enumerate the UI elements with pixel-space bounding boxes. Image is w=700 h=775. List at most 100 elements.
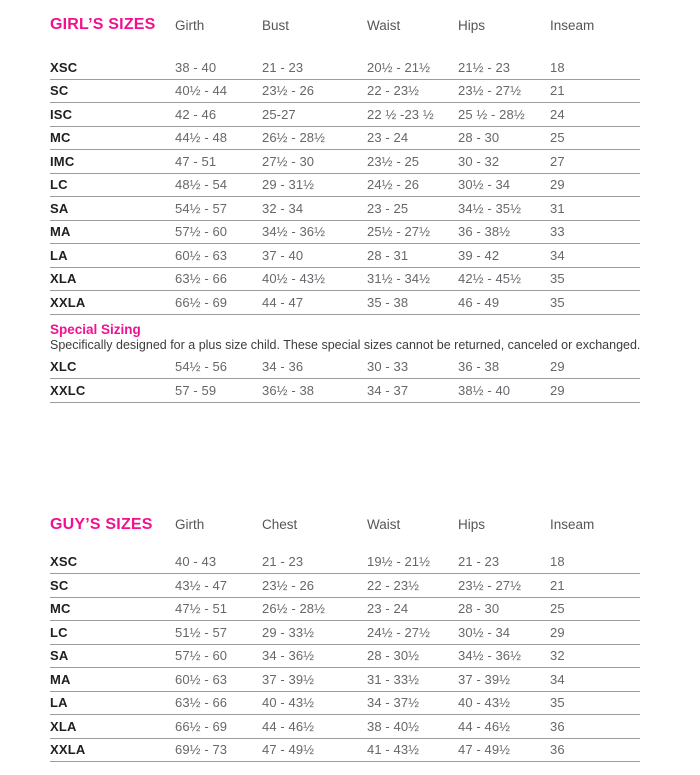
waist-value: 28 - 30½: [367, 648, 420, 664]
girth-value: 47 - 51: [175, 153, 217, 169]
table-row: MC 44½ - 48 26½ - 28½ 23 - 24 28 - 30 25: [50, 127, 640, 150]
table-row: XSC 40 - 43 21 - 23 19½ - 21½ 21 - 23 18: [50, 551, 640, 574]
waist-value: 22 - 23½: [367, 83, 420, 99]
table-row: XLC 54½ - 56 34 - 36 30 - 33 36 - 38 29: [50, 356, 640, 379]
table-row: SA 57½ - 60 34 - 36½ 28 - 30½ 34½ - 36½ …: [50, 645, 640, 668]
girth-value: 40 - 43: [175, 554, 217, 570]
size-label: XSC: [50, 554, 78, 570]
column-header-waist: Waist: [367, 517, 401, 532]
hips-value: 21 - 23: [458, 554, 500, 570]
size-label: MC: [50, 601, 71, 617]
girth-value: 38 - 40: [175, 59, 217, 75]
waist-value: 23 - 24: [367, 601, 409, 617]
size-label: MA: [50, 224, 71, 240]
hips-value: 39 - 42: [458, 247, 500, 263]
waist-value: 35 - 38: [367, 294, 409, 310]
bust-value: 27½ - 30: [262, 153, 315, 169]
waist-value: 25½ - 27½: [367, 224, 431, 240]
inseam-value: 25: [550, 601, 565, 617]
hips-value: 47 - 49½: [458, 742, 511, 758]
guys-table-header: GUY’S SIZES Girth Chest Waist Hips Insea…: [50, 515, 690, 535]
inseam-value: 29: [550, 177, 565, 193]
table-row: XXLA 66½ - 69 44 - 47 35 - 38 46 - 49 35: [50, 291, 640, 315]
bust-value: 32 - 34: [262, 200, 304, 216]
girth-value: 63½ - 66: [175, 695, 228, 711]
size-label: SC: [50, 577, 69, 593]
size-label: LA: [50, 247, 68, 263]
table-row: SC 40½ - 44 23½ - 26 22 - 23½ 23½ - 27½ …: [50, 80, 640, 103]
size-label: SA: [50, 648, 69, 664]
inseam-value: 36: [550, 718, 565, 734]
table-row: LC 51½ - 57 29 - 33½ 24½ - 27½ 30½ - 34 …: [50, 621, 640, 645]
girth-value: 42 - 46: [175, 106, 217, 122]
inseam-value: 36: [550, 742, 565, 758]
chest-value: 37 - 39½: [262, 671, 315, 687]
inseam-value: 32: [550, 648, 565, 664]
hips-value: 23½ - 27½: [458, 83, 522, 99]
bust-value: 25-27: [262, 106, 296, 122]
waist-value: 41 - 43½: [367, 742, 420, 758]
table-row: LC 48½ - 54 29 - 31½ 24½ - 26 30½ - 34 2…: [50, 174, 640, 197]
hips-value: 28 - 30: [458, 130, 500, 146]
size-label: SA: [50, 200, 69, 216]
column-header-inseam: Inseam: [550, 17, 595, 33]
chest-value: 23½ - 26: [262, 577, 315, 593]
girls-table-header: GIRL’S SIZES Girth Bust Waist Hips Insea…: [50, 15, 690, 35]
hips-value: 30½ - 34: [458, 177, 511, 193]
size-label: XLA: [50, 271, 77, 287]
inseam-value: 21: [550, 83, 565, 99]
column-header-hips: Hips: [458, 517, 486, 532]
inseam-value: 21: [550, 577, 565, 593]
waist-value: 31 - 33½: [367, 671, 420, 687]
size-label: XSC: [50, 59, 78, 75]
girls-sizes-section: GIRL’S SIZES Girth Bust Waist Hips Insea…: [50, 15, 690, 403]
inseam-value: 18: [550, 554, 565, 570]
table-row: XLA 63½ - 66 40½ - 43½ 31½ - 34½ 42½ - 4…: [50, 268, 640, 291]
girth-value: 47½ - 51: [175, 601, 228, 617]
hips-value: 40 - 43½: [458, 695, 511, 711]
table-row: XSC 38 - 40 21 - 23 20½ - 21½ 21½ - 23 1…: [50, 56, 640, 80]
inseam-value: 29: [550, 359, 565, 375]
inseam-value: 31: [550, 200, 565, 216]
special-sizing-rows: XLC 54½ - 56 34 - 36 30 - 33 36 - 38 29 …: [50, 356, 690, 403]
waist-value: 22 ½ -23 ½: [367, 106, 434, 122]
girls-sizes-title: GIRL’S SIZES: [50, 16, 156, 33]
inseam-value: 35: [550, 271, 565, 287]
waist-value: 38 - 40½: [367, 718, 420, 734]
hips-value: 34½ - 35½: [458, 200, 522, 216]
girth-value: 69½ - 73: [175, 742, 228, 758]
size-label: LC: [50, 177, 68, 193]
girth-value: 54½ - 56: [175, 359, 228, 375]
waist-value: 22 - 23½: [367, 577, 420, 593]
chest-value: 40 - 43½: [262, 695, 315, 711]
girth-value: 57½ - 60: [175, 648, 228, 664]
inseam-value: 25: [550, 130, 565, 146]
hips-value: 28 - 30: [458, 601, 500, 617]
waist-value: 23 - 24: [367, 130, 409, 146]
size-label: XXLA: [50, 294, 86, 310]
inseam-value: 18: [550, 59, 565, 75]
size-label: ISC: [50, 106, 73, 122]
hips-value: 23½ - 27½: [458, 577, 522, 593]
table-row: ISC 42 - 46 25-27 22 ½ -23 ½ 25 ½ - 28½ …: [50, 103, 640, 127]
waist-value: 23 - 25: [367, 200, 409, 216]
hips-value: 46 - 49: [458, 294, 500, 310]
size-label: XLC: [50, 359, 77, 375]
chest-value: 26½ - 28½: [262, 601, 326, 617]
size-label: LA: [50, 695, 68, 711]
hips-value: 37 - 39½: [458, 671, 511, 687]
table-row: LA 60½ - 63 37 - 40 28 - 31 39 - 42 34: [50, 244, 640, 268]
waist-value: 34 - 37½: [367, 695, 420, 711]
chest-value: 44 - 46½: [262, 718, 315, 734]
inseam-value: 34: [550, 247, 565, 263]
table-row: IMC 47 - 51 27½ - 30 23½ - 25 30 - 32 27: [50, 150, 640, 174]
size-label: XXLA: [50, 742, 86, 758]
inseam-value: 24: [550, 106, 565, 122]
inseam-value: 34: [550, 671, 565, 687]
hips-value: 21½ - 23: [458, 59, 511, 75]
column-header-waist: Waist: [367, 17, 401, 33]
chest-value: 21 - 23: [262, 554, 304, 570]
girth-value: 60½ - 63: [175, 247, 228, 263]
hips-value: 36 - 38: [458, 359, 500, 375]
